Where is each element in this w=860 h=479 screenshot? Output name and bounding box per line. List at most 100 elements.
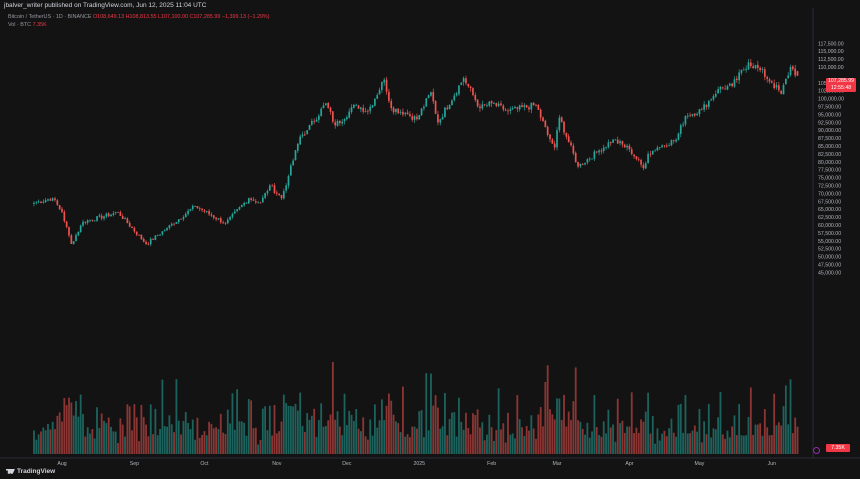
volume-bar	[135, 417, 138, 454]
candle-body	[294, 150, 297, 161]
candle-body	[378, 90, 381, 95]
volume-bar	[544, 382, 547, 454]
volume-bar	[98, 428, 101, 454]
candle-body	[780, 90, 783, 94]
volume-bar	[413, 426, 416, 454]
candle-body	[159, 234, 161, 236]
volume-bar	[731, 426, 734, 454]
volume-bar	[563, 394, 565, 454]
volume-bar	[784, 385, 787, 454]
volume-bar	[114, 431, 117, 454]
candle-body	[626, 145, 628, 148]
candle-body	[768, 79, 771, 82]
candle-body	[105, 213, 108, 217]
volume-label[interactable]: Vol · BTC	[8, 22, 32, 28]
volume-bar	[107, 417, 110, 454]
volume-bar	[72, 415, 75, 454]
volume-bar	[63, 398, 66, 454]
volume-bar	[224, 433, 227, 454]
price-tick: 77,500.00	[818, 168, 841, 174]
candle-body	[745, 68, 748, 70]
candle-body	[752, 66, 755, 69]
candle-body	[219, 218, 222, 223]
candle-body	[233, 211, 236, 214]
volume-bar	[357, 428, 360, 454]
candle-body	[332, 111, 334, 122]
candle-body	[777, 85, 780, 91]
alert-icon[interactable]	[813, 447, 820, 454]
candle-body	[462, 78, 465, 82]
candle-body	[439, 119, 442, 123]
volume-bar	[285, 403, 288, 454]
volume-bar	[282, 394, 285, 454]
volume-bar	[677, 404, 680, 454]
volume-bar	[369, 419, 372, 454]
volume-bar	[79, 394, 82, 454]
candle-body	[721, 87, 724, 89]
price-tick: 90,000.00	[818, 128, 841, 134]
volume-bar	[334, 419, 337, 454]
volume-bar	[233, 429, 236, 454]
volume-bar	[479, 427, 481, 454]
candle-body	[717, 89, 719, 94]
candle-body	[89, 219, 91, 221]
candle-body	[773, 83, 776, 89]
volume-bar	[493, 440, 495, 454]
candle-body	[203, 210, 206, 212]
volume-bar	[343, 393, 346, 454]
candle-body	[191, 205, 194, 210]
price-tick: 115,000.00	[818, 49, 844, 55]
candle-body	[504, 109, 507, 111]
candle-body	[240, 205, 243, 208]
volume-bar	[54, 429, 56, 454]
volume-bar	[58, 412, 61, 454]
time-axis[interactable]: Aug Sep Oct Nov Dec 2025 Feb Mar Apr May Jun	[57, 461, 776, 467]
volume-bar	[352, 420, 355, 454]
candle-body	[581, 163, 584, 165]
volume-bar	[465, 412, 467, 454]
volume-bar	[474, 415, 477, 454]
candle-body	[224, 222, 227, 224]
volume-bar	[787, 424, 790, 454]
candle-body	[710, 99, 712, 101]
candle-body	[47, 199, 49, 201]
volume-bar	[191, 419, 194, 454]
candle-body	[707, 100, 710, 107]
volume-bar	[612, 424, 614, 454]
volume-bar	[658, 440, 661, 454]
candle-body	[310, 120, 313, 125]
volume-bar	[420, 410, 423, 454]
volume-bar	[754, 424, 757, 454]
candle-body	[761, 69, 764, 70]
time-tick: Oct	[200, 461, 209, 467]
candle-body	[493, 103, 495, 105]
candle-body	[201, 208, 203, 211]
candle-body	[565, 133, 568, 137]
candle-body	[696, 113, 698, 116]
volume-bar	[203, 431, 206, 454]
volume-bar	[483, 440, 486, 454]
volume-bar	[698, 408, 701, 454]
candle-body	[549, 134, 551, 140]
candle-body	[406, 112, 409, 115]
volume-bar	[271, 435, 274, 454]
price-axis[interactable]: 117,500.00 115,000.00 112,500.00 110,000.00…	[818, 41, 844, 276]
volume-bar	[439, 428, 442, 454]
volume-bar	[642, 421, 645, 454]
candle-body	[742, 69, 745, 71]
volume-bar	[320, 403, 323, 454]
volume-bar	[593, 395, 596, 454]
volume-bar	[733, 415, 736, 454]
candle-body	[215, 217, 217, 220]
volume-bar	[409, 437, 411, 454]
volume-bar	[766, 427, 769, 454]
candle-body	[453, 95, 456, 101]
candle-body	[399, 111, 402, 113]
candle-body	[61, 208, 63, 213]
candle-body	[254, 201, 257, 203]
symbol-name[interactable]: Bitcoin / TetherUS · 1D · BINANCE	[8, 14, 92, 20]
candle-body	[329, 107, 332, 112]
candle-body	[54, 198, 56, 200]
price-tick: 112,500.00	[818, 57, 844, 63]
